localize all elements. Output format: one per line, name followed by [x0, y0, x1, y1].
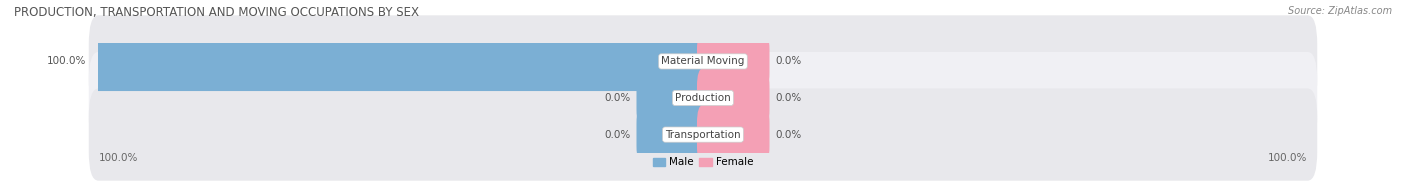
FancyBboxPatch shape — [697, 105, 769, 164]
FancyBboxPatch shape — [89, 88, 1317, 181]
FancyBboxPatch shape — [637, 68, 709, 128]
FancyBboxPatch shape — [697, 68, 769, 128]
FancyBboxPatch shape — [89, 15, 1317, 108]
Text: 0.0%: 0.0% — [776, 56, 801, 66]
Text: 0.0%: 0.0% — [776, 130, 801, 140]
Text: Material Moving: Material Moving — [661, 56, 745, 66]
Text: 100.0%: 100.0% — [46, 56, 86, 66]
Text: 0.0%: 0.0% — [605, 130, 630, 140]
Text: Source: ZipAtlas.com: Source: ZipAtlas.com — [1288, 6, 1392, 16]
Text: 100.0%: 100.0% — [1268, 153, 1308, 163]
Legend: Male, Female: Male, Female — [652, 157, 754, 167]
Text: 0.0%: 0.0% — [776, 93, 801, 103]
FancyBboxPatch shape — [697, 32, 769, 91]
Text: Production: Production — [675, 93, 731, 103]
Text: Transportation: Transportation — [665, 130, 741, 140]
FancyBboxPatch shape — [637, 105, 709, 164]
Text: 0.0%: 0.0% — [605, 93, 630, 103]
Text: 100.0%: 100.0% — [98, 153, 138, 163]
FancyBboxPatch shape — [93, 32, 709, 91]
Text: PRODUCTION, TRANSPORTATION AND MOVING OCCUPATIONS BY SEX: PRODUCTION, TRANSPORTATION AND MOVING OC… — [14, 6, 419, 19]
FancyBboxPatch shape — [89, 52, 1317, 144]
